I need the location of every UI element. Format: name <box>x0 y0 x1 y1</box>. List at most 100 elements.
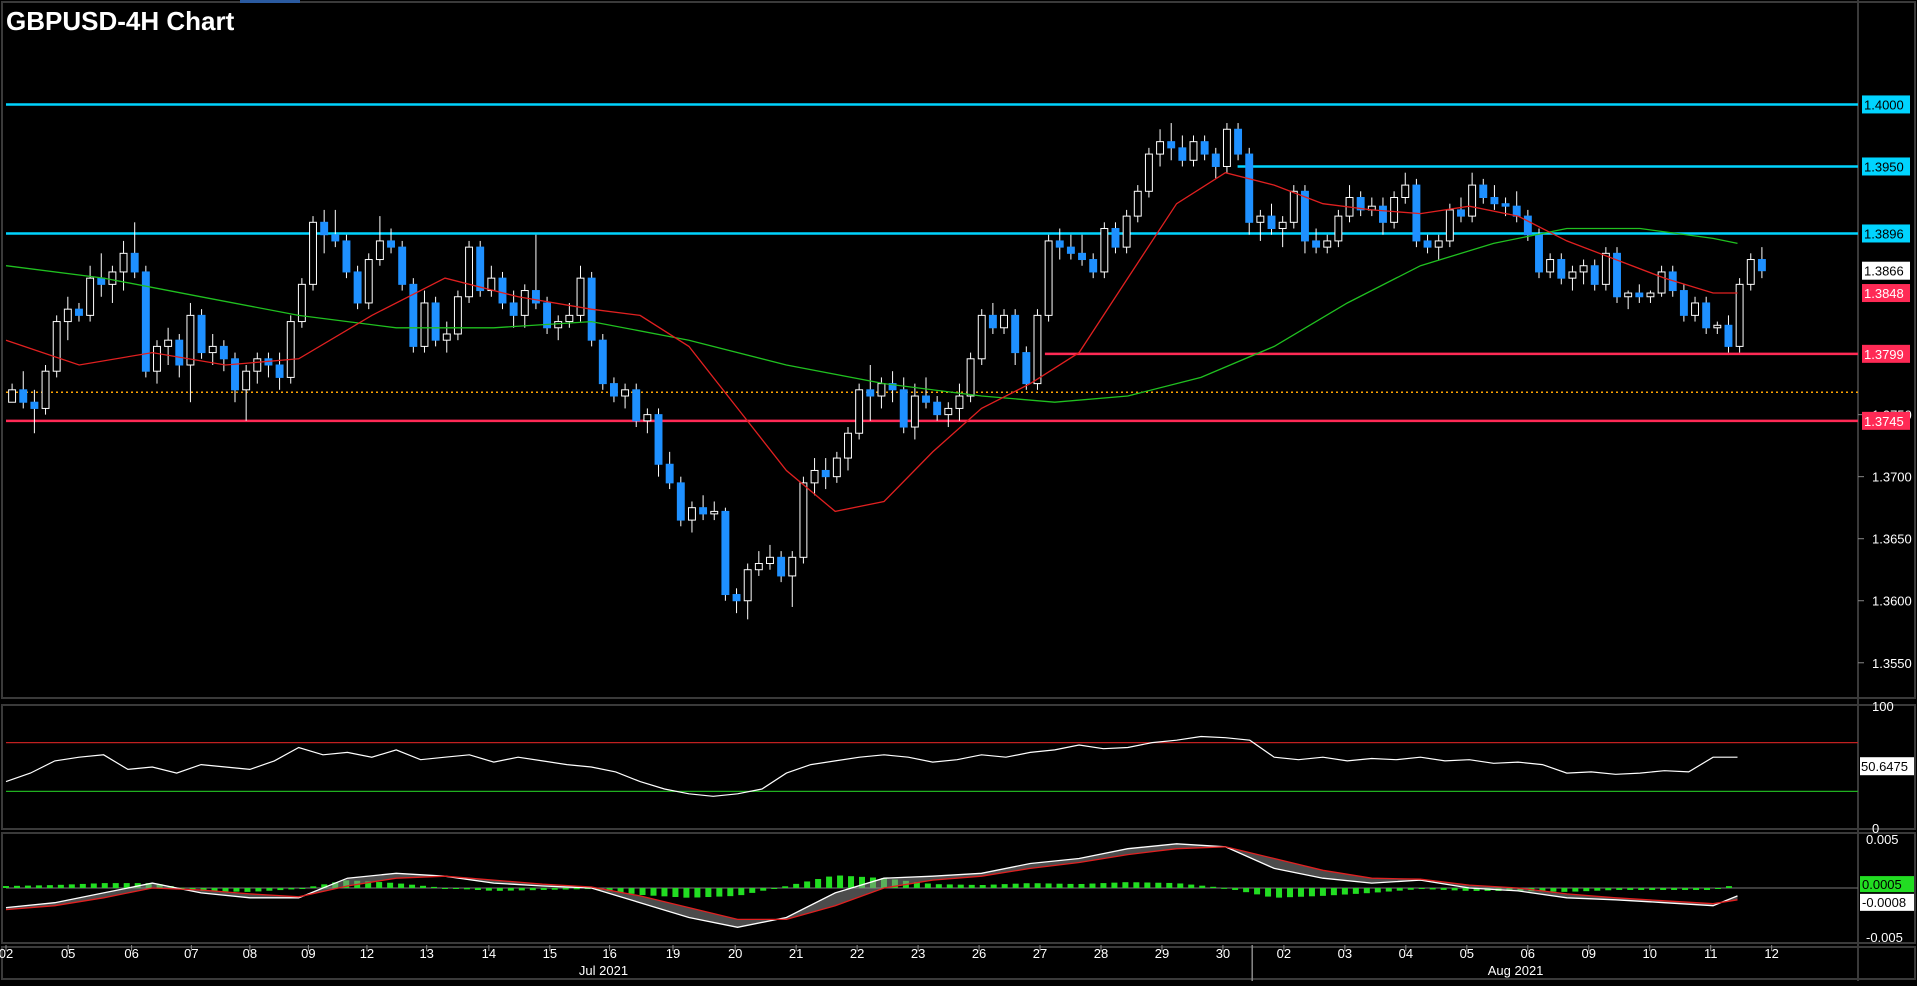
candle-down <box>609 383 618 397</box>
candle-up <box>1334 215 1343 242</box>
x-tick-label: 02 <box>0 946 13 961</box>
x-tick-label: 22 <box>850 946 864 961</box>
candle-down <box>1089 259 1098 273</box>
macd-histogram-bar <box>463 888 470 890</box>
candle-up <box>832 457 841 478</box>
level-label-box <box>1862 95 1910 114</box>
candle-down <box>531 290 540 304</box>
candle-up <box>253 358 262 372</box>
macd-histogram-bar <box>617 888 624 893</box>
macd-histogram-bar <box>1451 888 1458 891</box>
macd-histogram-bar <box>606 888 613 892</box>
candle-down <box>1501 203 1510 207</box>
macd-histogram-bar <box>123 883 130 888</box>
macd-histogram-bar <box>24 885 31 888</box>
candle-down <box>431 302 440 341</box>
macd-histogram-bar <box>1704 888 1711 890</box>
candle-up <box>710 510 719 515</box>
macd-histogram-bar <box>1561 888 1568 892</box>
candle-down <box>1679 290 1688 316</box>
macd-histogram-bar <box>1539 888 1546 892</box>
macd-signal-line <box>5 846 1738 921</box>
macd-histogram-bar <box>420 885 427 888</box>
candle-up <box>855 389 864 434</box>
candle-down <box>933 401 942 416</box>
candle-down <box>1724 324 1733 347</box>
level-label: 1.3745 <box>1864 414 1904 429</box>
macd-histogram-bar <box>244 888 251 892</box>
candle-up <box>1133 190 1142 217</box>
x-tick-label: 12 <box>360 946 374 961</box>
macd-histogram-bar <box>1199 885 1206 888</box>
macd-panel: 0.005 -0.005 0.0005 -0.0008 <box>3 832 1914 945</box>
rsi-last-box <box>1860 757 1914 776</box>
candle-down <box>231 358 239 391</box>
macd-histogram-bar <box>376 882 383 888</box>
macd-histogram-bar <box>365 881 372 888</box>
macd-hist-box <box>1860 876 1914 893</box>
x-tick-label: 11 <box>1704 946 1718 961</box>
macd-histogram-bar <box>1407 888 1414 890</box>
macd-histogram-bar <box>1023 883 1030 888</box>
macd-histogram-bar <box>1682 888 1689 890</box>
candle-down <box>899 389 908 428</box>
macd-histogram-bar <box>1111 882 1118 888</box>
candle-up <box>1445 209 1454 242</box>
candle-down <box>197 314 206 354</box>
price-panel: 1.35501.36001.36501.37001.37501.40001.39… <box>5 95 1912 671</box>
candle-down <box>342 240 351 273</box>
candle-up <box>1568 271 1577 279</box>
candle-up <box>554 321 563 329</box>
macd-last-box <box>1860 893 1914 911</box>
x-tick-label: 30 <box>1216 946 1230 961</box>
x-axis: 02 05 06 07 08 09 12 13 14 15 16 19 20 21 22 23 26 27 28 29… <box>0 945 1779 981</box>
candle-up <box>844 432 852 459</box>
candle-up <box>643 414 652 422</box>
macd-histogram-bar <box>1418 888 1425 890</box>
month-label: Aug 2021 <box>1488 963 1544 978</box>
macd-histogram-bar <box>749 888 756 893</box>
candle-up <box>877 383 886 397</box>
macd-histogram-bar <box>35 885 42 888</box>
candle-down <box>1267 215 1276 230</box>
candle-down <box>141 271 150 372</box>
macd-histogram-bar <box>1254 888 1261 895</box>
candle-down <box>30 401 39 409</box>
candle-down <box>398 246 407 285</box>
candle-down <box>866 389 875 397</box>
candle-up <box>966 358 975 397</box>
macd-histogram-bar <box>1221 887 1228 889</box>
candle-up <box>108 271 117 285</box>
macd-histogram-bar <box>1715 888 1722 889</box>
month-label: Jul 2021 <box>579 963 628 978</box>
panel-border <box>1 946 1916 980</box>
candle-down <box>699 507 708 515</box>
candle-up <box>164 339 173 347</box>
macd-histogram-bar <box>1341 888 1348 895</box>
macd-histogram-bar <box>496 888 503 891</box>
macd-histogram-bar <box>1385 888 1392 892</box>
candle-down <box>632 389 641 422</box>
x-tick-label: 14 <box>482 946 496 961</box>
candle-down <box>1200 141 1209 155</box>
x-tick-label: 20 <box>728 946 742 961</box>
panel-border <box>1 1 1916 699</box>
macd-histogram-bar <box>189 888 196 890</box>
candle-up <box>1468 184 1477 217</box>
candle-up <box>375 240 384 261</box>
macd-histogram-bar <box>266 888 273 891</box>
macd-histogram-bar <box>727 888 734 897</box>
candle-down <box>598 339 607 385</box>
macd-histogram-bar <box>1210 886 1217 888</box>
candle-up <box>119 252 128 273</box>
candle-up <box>1122 215 1131 248</box>
candle-down <box>1167 141 1176 149</box>
candle-up <box>8 389 17 403</box>
macd-histogram-bar <box>1374 888 1381 893</box>
x-tick-label: 26 <box>972 946 986 961</box>
x-tick-label: 12 <box>1764 946 1778 961</box>
x-tick-label: 29 <box>1155 946 1169 961</box>
candle-up <box>297 283 306 323</box>
candle-up <box>286 321 295 378</box>
candle-down <box>654 414 663 465</box>
